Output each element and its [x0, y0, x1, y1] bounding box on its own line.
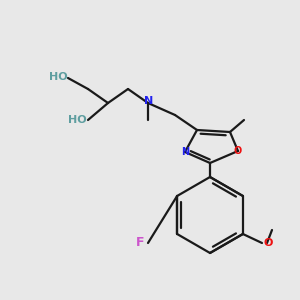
Text: HO: HO — [50, 72, 68, 82]
Text: F: F — [136, 236, 144, 250]
Text: N: N — [181, 147, 189, 157]
Text: O: O — [234, 146, 242, 156]
Text: N: N — [144, 96, 154, 106]
Text: O: O — [263, 238, 272, 248]
Text: HO: HO — [68, 115, 87, 125]
